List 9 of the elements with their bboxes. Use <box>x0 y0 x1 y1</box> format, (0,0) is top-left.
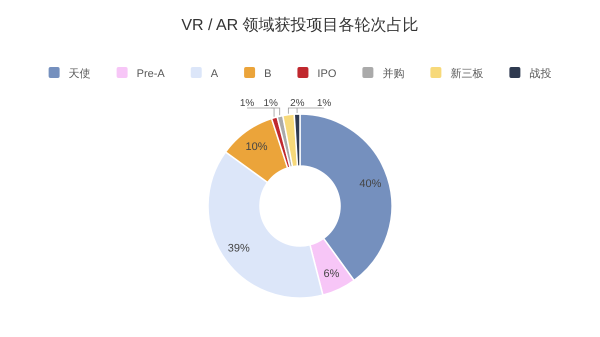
legend-label: A <box>210 68 219 80</box>
legend-label: 新三板 <box>450 67 484 80</box>
legend-label: 天使 <box>68 68 91 80</box>
legend-label: 战投 <box>529 68 552 80</box>
legend-label: B <box>264 68 272 80</box>
legend-label: 并购 <box>382 67 404 80</box>
title: VR / AR 领域获投项目各轮次占比 <box>181 17 419 34</box>
legend-label: IPO <box>317 68 337 80</box>
legend-label: Pre-A <box>136 68 166 80</box>
